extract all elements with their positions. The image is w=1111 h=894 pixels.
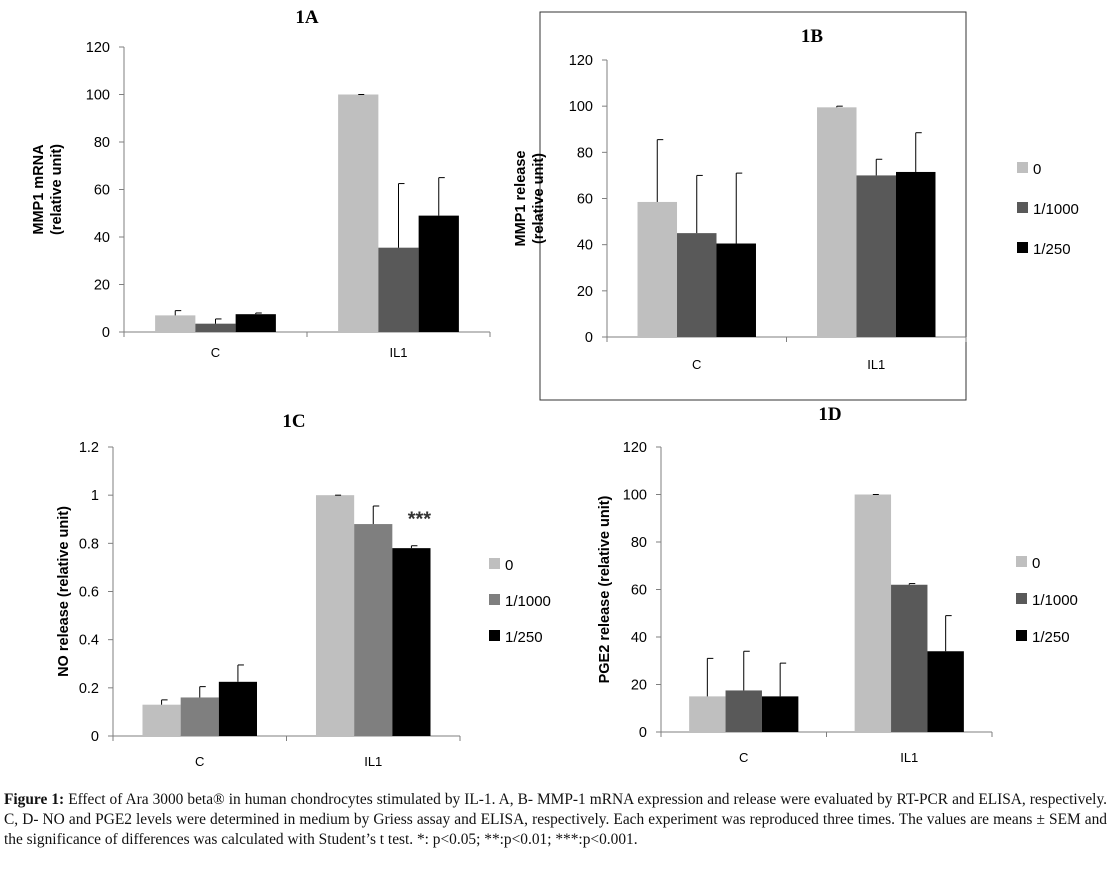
y-tick-label: 40: [577, 238, 593, 254]
y-axis-label: PGE2 release (relative unit): [597, 495, 613, 683]
bar: [725, 690, 762, 732]
legend-label: 1/250: [1032, 629, 1070, 646]
y-tick-label: 20: [631, 678, 647, 694]
bar: [155, 315, 196, 332]
y-tick-label: 80: [631, 535, 647, 551]
y-tick-label: 0.4: [79, 633, 99, 649]
x-tick-label: C: [211, 345, 220, 360]
bar: [927, 651, 964, 732]
y-tick-label: 120: [569, 53, 593, 69]
y-axis-label: MMP1 release: [513, 151, 529, 247]
y-tick-label: 100: [569, 99, 593, 115]
y-tick-label: 60: [94, 183, 110, 199]
legend-swatch: [1016, 630, 1027, 641]
chart-title: 1C: [282, 411, 305, 432]
y-tick-label: 60: [577, 192, 593, 208]
bar: [891, 584, 928, 732]
legend-label: 1/1000: [1032, 592, 1078, 609]
chart-panel-1b: 1B 0 20 40 60 80 100 120 C IL1 MMP1 release (relati…: [513, 11, 1079, 401]
y-tick-label: 0.8: [79, 536, 99, 552]
bar: [677, 233, 717, 337]
bar: [315, 495, 355, 736]
chart-panel-1a: 1A 0 20 40 60 80 100 120 C IL1 MMP1 mRNA (relative …: [31, 7, 491, 360]
caption-text: Effect of Ara 3000 beta® in human chondr…: [4, 791, 1107, 848]
legend-label: 1/250: [1033, 241, 1071, 258]
bar: [854, 494, 892, 732]
chart-frame: [539, 11, 967, 401]
figure-caption: Figure 1: Effect of Ara 3000 beta® in hu…: [4, 790, 1107, 850]
bar: [142, 704, 181, 736]
legend-swatch: [1017, 162, 1028, 173]
bar: [418, 215, 459, 332]
y-tick-label: 1.2: [79, 440, 99, 456]
chart-title: 1B: [801, 26, 824, 47]
y-tick-label: 120: [623, 440, 647, 456]
chart-panel-1d: 1D 0 20 40 60 80 100 120 C IL1 PGE2 release (relat…: [597, 404, 1078, 765]
x-tick-label: C: [692, 357, 701, 372]
y-tick-label: 40: [94, 230, 110, 246]
bar: [637, 201, 678, 337]
legend-label: 0: [1033, 161, 1041, 178]
legend-label: 1/1000: [505, 593, 551, 610]
legend-swatch: [1017, 242, 1028, 253]
x-tick-label: IL1: [867, 357, 885, 372]
caption-label: Figure 1:: [4, 791, 65, 808]
y-tick-label: 0.2: [79, 681, 99, 697]
y-axis-label: MMP1 mRNA: [31, 144, 47, 235]
bar: [817, 107, 857, 337]
y-tick-label: 80: [94, 135, 110, 151]
bar: [378, 247, 419, 332]
bar: [856, 175, 896, 337]
y-tick-label: 20: [577, 284, 593, 300]
y-tick-label: 0: [102, 325, 110, 341]
y-axis-label: (relative unit): [531, 153, 547, 244]
y-tick-label: 100: [623, 488, 647, 504]
y-tick-label: 0: [585, 330, 593, 346]
bar: [218, 681, 258, 736]
x-tick-label: C: [195, 754, 204, 769]
legend-label: 0: [1032, 555, 1040, 572]
chart-panel-1c: 1C 0 0.2 0.4 0.6 0.8 1 1.2 C IL1 *** NO release (re…: [56, 411, 551, 769]
bar: [338, 94, 379, 332]
legend-label: 1/250: [505, 629, 543, 646]
y-tick-label: 20: [94, 278, 110, 294]
bar: [235, 314, 276, 332]
chart-title: 1A: [295, 7, 319, 28]
chart-title: 1D: [818, 404, 841, 425]
x-tick-label: IL1: [364, 754, 382, 769]
y-tick-label: 1: [91, 488, 99, 504]
y-tick-label: 80: [577, 145, 593, 161]
legend-swatch: [489, 558, 500, 569]
y-tick-label: 0: [91, 729, 99, 745]
legend-swatch: [1016, 593, 1027, 604]
x-tick-label: C: [739, 750, 748, 765]
y-axis-label: (relative unit): [49, 144, 65, 235]
y-tick-label: 60: [631, 583, 647, 599]
legend-label: 1/1000: [1033, 201, 1079, 218]
bar: [195, 323, 236, 332]
significance-annotation: ***: [408, 509, 432, 531]
y-axis-label: NO release (relative unit): [56, 506, 72, 677]
bar: [895, 171, 936, 337]
bar: [392, 548, 431, 736]
bar: [761, 696, 799, 732]
legend-label: 0: [505, 557, 513, 574]
bar: [689, 696, 726, 732]
y-tick-label: 0: [639, 725, 647, 741]
y-tick-label: 40: [631, 630, 647, 646]
bar: [180, 697, 219, 736]
legend-swatch: [1017, 202, 1028, 213]
legend-swatch: [1016, 556, 1027, 567]
y-tick-label: 100: [86, 88, 110, 104]
bar: [716, 243, 756, 337]
bar: [354, 524, 393, 736]
x-tick-label: IL1: [900, 750, 918, 765]
legend-swatch: [489, 594, 500, 605]
y-tick-label: 0.6: [79, 585, 99, 601]
x-tick-label: IL1: [389, 345, 407, 360]
y-tick-label: 120: [86, 40, 110, 56]
legend-swatch: [489, 630, 500, 641]
